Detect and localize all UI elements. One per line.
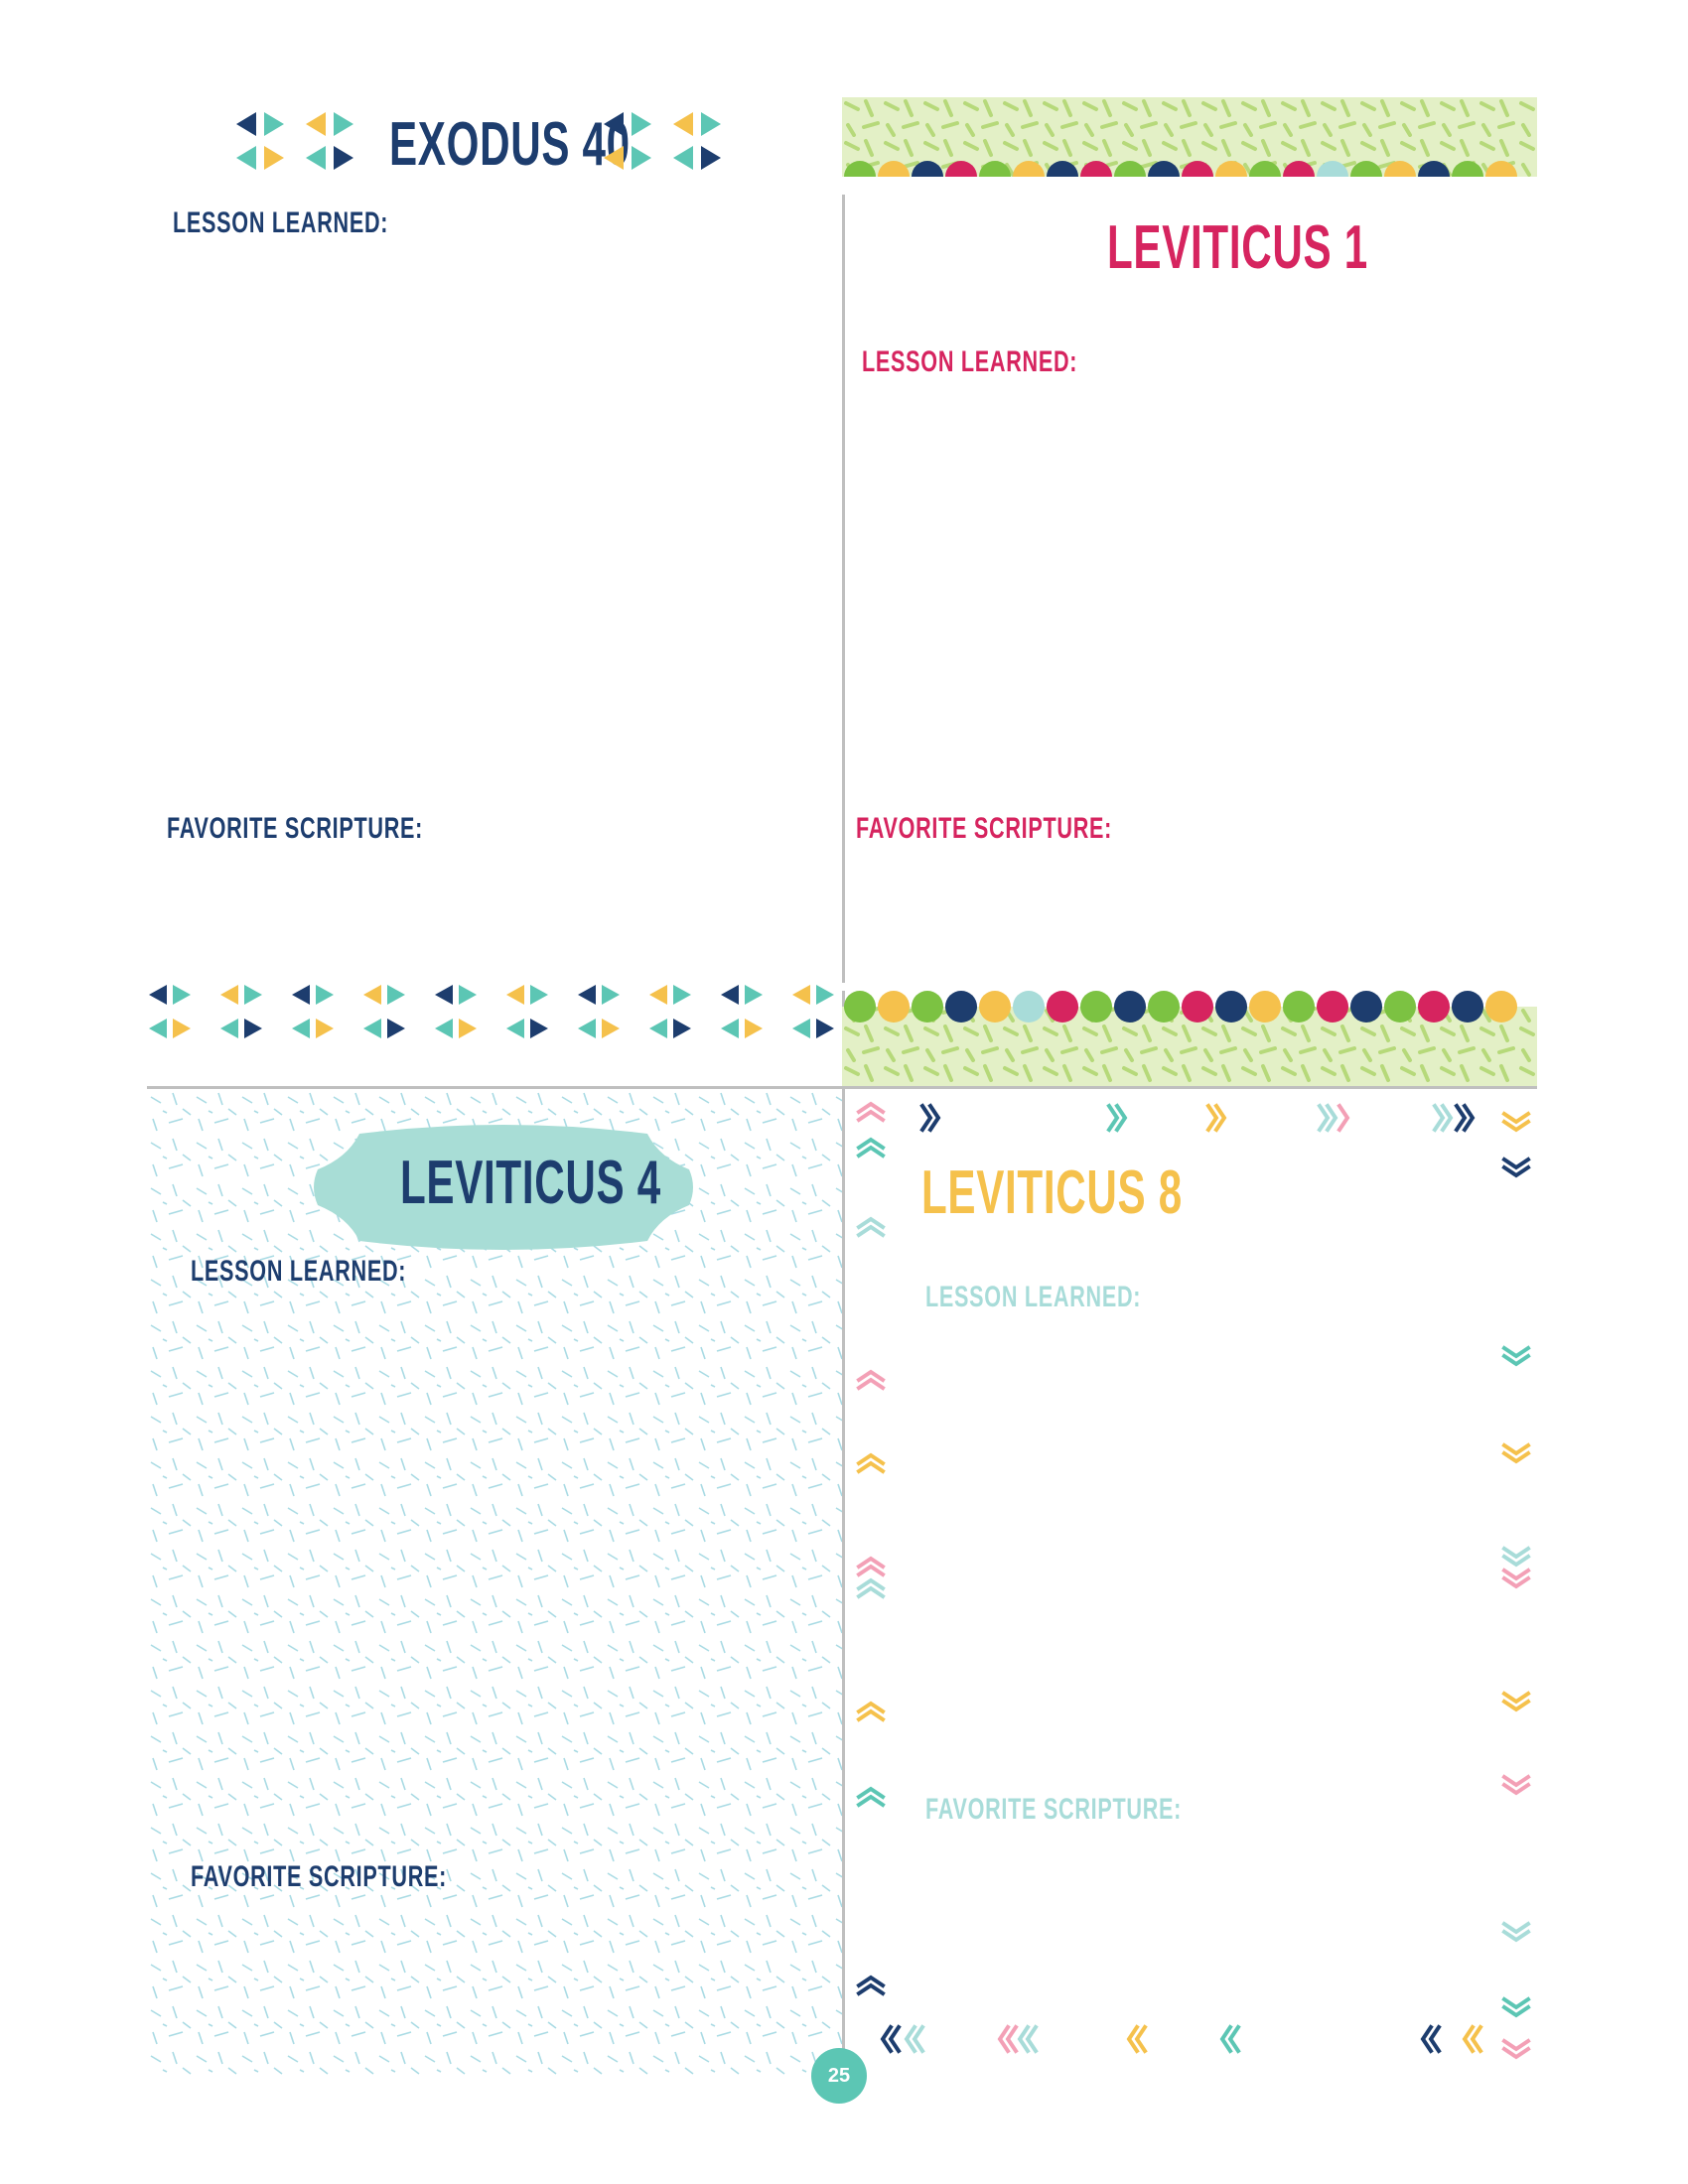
triangle-border-icon (149, 985, 834, 1038)
panel-title-exodus-40: EXODUS 40 (389, 110, 631, 179)
favorite-scripture-label: FAVORITE SCRIPTURE: (925, 1793, 1183, 1826)
horizontal-divider (147, 1086, 1537, 1089)
lesson-learned-label: LESSON LEARNED: (191, 1255, 407, 1288)
triangle-cluster-icon (604, 112, 721, 170)
panel-title-leviticus-1: LEVITICUS 1 (1107, 213, 1368, 282)
lesson-learned-label: LESSON LEARNED: (925, 1281, 1142, 1313)
triangle-cluster-icon (236, 112, 353, 170)
title-badge-shape (314, 1125, 693, 1250)
favorite-scripture-label: FAVORITE SCRIPTURE: (167, 812, 424, 845)
chevron-frame-icon (856, 1101, 1531, 2060)
panel-title-leviticus-8: LEVITICUS 8 (921, 1159, 1183, 1227)
sprinkle-banner-top (842, 97, 1537, 195)
sprinkle-banner-bottom (842, 983, 1537, 1086)
page-number: 25 (811, 2048, 867, 2104)
favorite-scripture-label: FAVORITE SCRIPTURE: (856, 812, 1113, 845)
lesson-learned-label: LESSON LEARNED: (862, 345, 1078, 378)
panel-title-leviticus-4: LEVITICUS 4 (400, 1149, 661, 1217)
sprinkle-background (147, 1089, 842, 2075)
lesson-learned-label: LESSON LEARNED: (173, 206, 389, 239)
favorite-scripture-label: FAVORITE SCRIPTURE: (191, 1860, 448, 1893)
